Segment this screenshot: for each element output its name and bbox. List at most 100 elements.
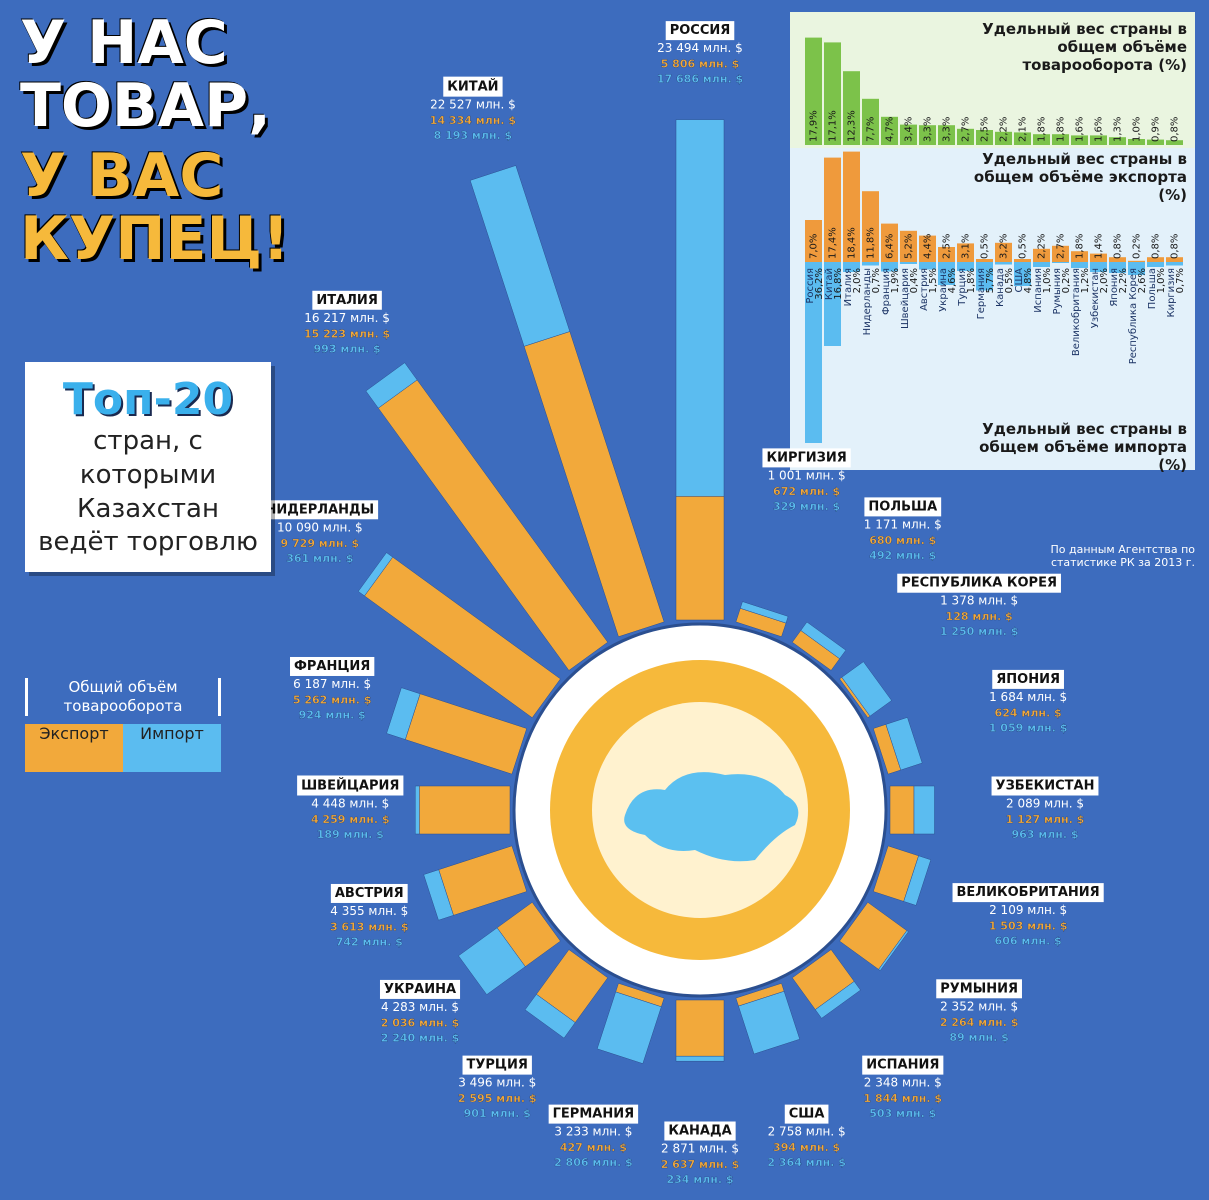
country-label: Франция — [881, 268, 892, 315]
share-label: 0,5% — [1018, 234, 1029, 259]
country-label: Киргизия — [1166, 268, 1177, 318]
country-label: Япония — [1109, 268, 1120, 307]
country-name-box — [864, 497, 942, 517]
country-name: ИТАЛИЯ — [316, 293, 378, 308]
share-label: 0,2% — [1061, 268, 1072, 293]
share-bar — [919, 262, 936, 270]
segment-label: 1 503 млн. $ — [989, 920, 1068, 933]
share-bar — [957, 243, 974, 262]
title: У ВАС КУПЕЦ! — [20, 141, 290, 274]
country-name-box — [330, 883, 408, 903]
total-label: 1 378 млн. $ — [940, 594, 1018, 608]
legend: Общий объём товарооборота Экспорт Импорт — [25, 678, 221, 772]
share-bar — [1014, 262, 1031, 286]
share-bar — [843, 262, 860, 272]
share-bar — [1052, 245, 1069, 262]
share-bar — [805, 37, 822, 145]
segment-label: 2 595 млн. $ — [458, 1092, 537, 1105]
bar-segment — [903, 855, 932, 906]
bar-segment — [458, 927, 526, 995]
country-name-box — [762, 448, 851, 468]
share-label: 16,8% — [833, 268, 844, 300]
total-label: 4 448 млн. $ — [311, 797, 389, 811]
bar-segment — [878, 930, 909, 971]
share-bar — [824, 262, 841, 346]
total-label: 1 001 млн. $ — [768, 468, 846, 482]
bar-segment — [357, 552, 394, 597]
share-bar — [995, 242, 1012, 262]
segment-label: 128 млн. $ — [946, 610, 1013, 623]
country-name-box — [991, 776, 1099, 796]
bar-segment — [469, 165, 571, 347]
country-name-box — [290, 656, 375, 676]
bar-segment — [404, 693, 528, 775]
segment-label: 5 262 млн. $ — [293, 693, 372, 706]
share-label: 0,5% — [1004, 268, 1015, 293]
share-bar — [1147, 139, 1164, 145]
total-label: 4 355 млн. $ — [330, 904, 408, 918]
segment-label: 234 млн. $ — [666, 1173, 733, 1186]
total-label: 2 109 млн. $ — [989, 903, 1067, 917]
segment-label: 2 637 млн. $ — [661, 1158, 740, 1171]
country-name-box — [897, 573, 1061, 593]
share-label: 0,2% — [1132, 234, 1143, 259]
segment-label: 9 729 млн. $ — [281, 537, 360, 550]
total-label: 6 187 млн. $ — [293, 677, 371, 691]
bar-segment — [675, 119, 725, 497]
share-bar — [1166, 257, 1183, 262]
segment-label: 189 млн. $ — [317, 828, 384, 841]
panel-title: Удельный вес страны в общем объёме товар… — [982, 20, 1187, 74]
segment-label: 3 613 млн. $ — [330, 920, 409, 933]
share-bar — [938, 125, 955, 145]
share-bar — [1128, 262, 1145, 275]
share-bar — [919, 235, 936, 262]
share-bar — [805, 220, 822, 262]
bar-segment — [841, 661, 892, 717]
segment-label: 2 364 млн. $ — [767, 1156, 846, 1169]
country-name-box — [664, 1121, 736, 1141]
share-bar — [881, 223, 898, 262]
share-label: 0,7% — [871, 268, 882, 293]
country-name: РОССИЯ — [670, 23, 731, 38]
subtitle: стран, с которыми Казахстан ведёт торгов… — [38, 426, 258, 558]
total-label: 16 217 млн. $ — [304, 311, 390, 325]
country-name: ТУРЦИЯ — [467, 1058, 528, 1073]
total-label: 2 089 млн. $ — [1006, 797, 1084, 811]
country-label: Нидерланды — [862, 268, 873, 335]
share-label: 0,8% — [1113, 234, 1124, 259]
country-label: Польша — [1147, 268, 1158, 309]
segment-label: 742 млн. $ — [336, 935, 403, 948]
country-label: Турция — [957, 268, 968, 307]
share-bar — [900, 230, 917, 262]
total-label: 2 348 млн. $ — [864, 1076, 942, 1090]
share-bar — [976, 259, 993, 262]
segment-label: 361 млн. $ — [286, 552, 353, 565]
share-label: 4,7% — [885, 117, 896, 142]
country-name-box — [992, 669, 1064, 689]
segment-label: 963 млн. $ — [1011, 828, 1078, 841]
share-label: 1,8% — [1075, 234, 1086, 259]
country-name: КИРГИЗИЯ — [766, 450, 846, 465]
share-bar — [1071, 262, 1088, 268]
share-bar — [1128, 139, 1145, 145]
share-bar — [995, 262, 1012, 265]
segment-label: 1 844 млн. $ — [863, 1092, 942, 1105]
bar-segment — [423, 869, 454, 921]
country-name-box — [462, 1055, 532, 1075]
total-label: 2 871 млн. $ — [661, 1142, 739, 1156]
share-bar — [900, 124, 917, 145]
country-label: Германия — [976, 268, 987, 319]
share-bar — [1071, 251, 1088, 262]
share-bar — [919, 125, 936, 145]
country-label: Узбекистан — [1090, 268, 1101, 328]
share-label: 1,8% — [1056, 117, 1067, 142]
share-bar — [1071, 135, 1088, 145]
bar-segment — [675, 1055, 725, 1062]
segment-label: 329 млн. $ — [773, 500, 840, 513]
share-label: 1,0% — [1132, 117, 1143, 142]
total-label: 23 494 млн. $ — [657, 41, 743, 55]
segment-label: 2 240 млн. $ — [381, 1031, 460, 1044]
segment-label: 14 334 млн. $ — [430, 114, 516, 127]
share-label: 17,4% — [828, 227, 839, 259]
